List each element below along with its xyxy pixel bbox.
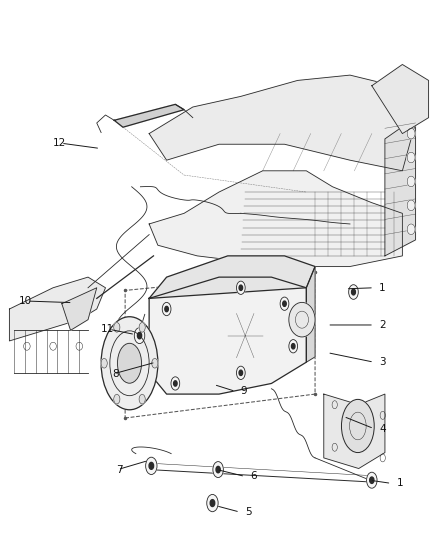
Polygon shape [149, 171, 403, 266]
Text: 8: 8 [112, 369, 119, 379]
Text: 2: 2 [379, 320, 386, 330]
Ellipse shape [342, 399, 374, 453]
Text: 10: 10 [19, 296, 32, 306]
Polygon shape [324, 394, 385, 469]
Ellipse shape [149, 463, 154, 470]
Ellipse shape [370, 477, 374, 483]
Ellipse shape [289, 340, 297, 353]
Text: 4: 4 [379, 424, 386, 434]
Ellipse shape [216, 466, 220, 473]
Text: 1: 1 [379, 283, 386, 293]
Ellipse shape [171, 377, 180, 390]
Text: 9: 9 [241, 386, 247, 397]
Text: 3: 3 [379, 357, 386, 367]
Text: 12: 12 [53, 138, 66, 148]
Ellipse shape [139, 394, 145, 404]
Ellipse shape [134, 328, 145, 344]
Ellipse shape [213, 462, 223, 478]
Ellipse shape [139, 322, 145, 332]
Polygon shape [385, 118, 416, 256]
Polygon shape [372, 64, 428, 134]
Ellipse shape [407, 152, 415, 163]
Ellipse shape [101, 359, 107, 368]
Ellipse shape [291, 344, 295, 349]
Ellipse shape [237, 281, 245, 294]
Polygon shape [149, 75, 420, 171]
Ellipse shape [367, 472, 377, 488]
Ellipse shape [146, 457, 157, 474]
Ellipse shape [239, 285, 243, 290]
Polygon shape [114, 104, 184, 127]
Ellipse shape [289, 302, 315, 337]
Text: 5: 5 [245, 507, 252, 517]
Text: 1: 1 [397, 479, 403, 488]
Ellipse shape [114, 322, 120, 332]
Polygon shape [10, 277, 106, 341]
Ellipse shape [152, 359, 158, 368]
Polygon shape [149, 277, 306, 394]
Ellipse shape [407, 200, 415, 211]
Polygon shape [306, 266, 315, 362]
Ellipse shape [237, 366, 245, 379]
Ellipse shape [117, 343, 141, 383]
Ellipse shape [173, 381, 177, 386]
Polygon shape [62, 288, 97, 330]
Ellipse shape [407, 224, 415, 235]
Ellipse shape [101, 317, 158, 410]
Ellipse shape [162, 302, 171, 316]
Text: 6: 6 [251, 472, 257, 481]
Ellipse shape [352, 289, 355, 295]
Ellipse shape [349, 285, 358, 300]
Ellipse shape [239, 370, 243, 375]
Ellipse shape [210, 499, 215, 506]
Ellipse shape [407, 128, 415, 139]
Ellipse shape [280, 297, 289, 310]
Ellipse shape [138, 333, 141, 339]
Text: 11: 11 [101, 324, 114, 334]
Text: 7: 7 [117, 465, 123, 474]
Ellipse shape [165, 306, 168, 312]
Polygon shape [149, 256, 315, 298]
Ellipse shape [114, 394, 120, 404]
Ellipse shape [407, 176, 415, 187]
Ellipse shape [283, 301, 286, 306]
Ellipse shape [207, 495, 218, 512]
